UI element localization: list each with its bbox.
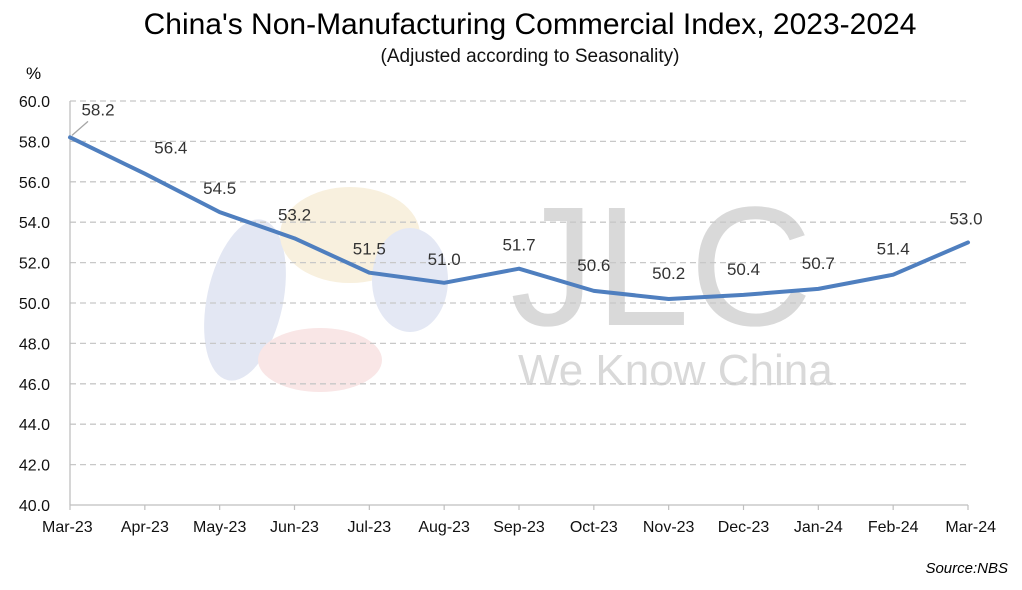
data-label: 51.4 <box>877 240 910 259</box>
x-tick-label: Oct-23 <box>570 519 618 536</box>
y-tick-labels: 40.0 42.0 44.0 46.0 48.0 50.0 52.0 54.0 56.0 58.0… <box>19 94 50 515</box>
x-tick-label: Aug-23 <box>418 519 470 536</box>
x-tick-label: Jan-24 <box>794 519 843 536</box>
y-tick-label: 42.0 <box>19 458 50 475</box>
y-tick-label: 50.0 <box>19 296 50 313</box>
data-label: 50.6 <box>577 256 610 275</box>
x-tick-label: Sep-23 <box>493 519 545 536</box>
x-tick-label: Apr-23 <box>121 519 169 536</box>
data-label: 51.5 <box>353 240 386 259</box>
y-tick-label: 48.0 <box>19 336 50 353</box>
watermark-logo-text: JLC <box>510 172 812 362</box>
x-tick-label: Mar-23 <box>42 519 93 536</box>
series-line <box>68 135 970 301</box>
x-tick-label: May-23 <box>193 519 246 536</box>
y-axis-unit: % <box>26 64 42 83</box>
y-tick-label: 54.0 <box>19 215 50 232</box>
data-label: 51.0 <box>428 250 461 269</box>
source-note: Source:NBS <box>925 560 1008 577</box>
x-tick-label: Jul-23 <box>348 519 392 536</box>
x-tick-label: Nov-23 <box>643 519 695 536</box>
data-label: 53.2 <box>278 205 311 224</box>
y-tick-label: 60.0 <box>19 94 50 111</box>
data-label: 54.5 <box>203 179 236 198</box>
x-tick-label: Jun-23 <box>270 519 319 536</box>
data-label: 53.0 <box>949 209 982 228</box>
y-tick-label: 40.0 <box>19 498 50 515</box>
watermark-logo-blue-shape <box>204 219 286 381</box>
y-tick-label: 58.0 <box>19 134 50 151</box>
data-label: 58.2 <box>81 100 114 119</box>
data-label: 51.7 <box>502 236 535 255</box>
x-tick-label: Dec-23 <box>718 519 770 536</box>
chart-subtitle: (Adjusted according to Seasonality) <box>380 46 680 67</box>
watermark-tagline: We Know China <box>518 346 833 395</box>
data-label: 56.4 <box>154 139 187 158</box>
y-tick-label: 56.0 <box>19 175 50 192</box>
data-label: 50.4 <box>727 260 760 279</box>
data-labels: 58.2 56.4 54.5 53.2 51.5 51.0 51.7 50.6 50.2 50.4… <box>71 100 983 283</box>
chart-title: China's Non-Manufacturing Commercial Ind… <box>143 8 917 41</box>
data-label-leader-line <box>71 120 89 136</box>
axes <box>69 101 969 510</box>
x-tick-label: Mar-24 <box>945 519 996 536</box>
y-tick-label: 44.0 <box>19 417 50 434</box>
watermark-logo-pink-shape <box>258 328 382 392</box>
x-tick-labels: Mar-23 Apr-23 May-23 Jun-23 Jul-23 Aug-23 Sep-… <box>42 519 996 536</box>
data-label: 50.7 <box>802 254 835 273</box>
y-tick-label: 46.0 <box>19 377 50 394</box>
data-series <box>68 135 970 301</box>
y-tick-label: 52.0 <box>19 256 50 273</box>
data-label: 50.2 <box>652 264 685 283</box>
x-tick-label: Feb-24 <box>868 519 919 536</box>
